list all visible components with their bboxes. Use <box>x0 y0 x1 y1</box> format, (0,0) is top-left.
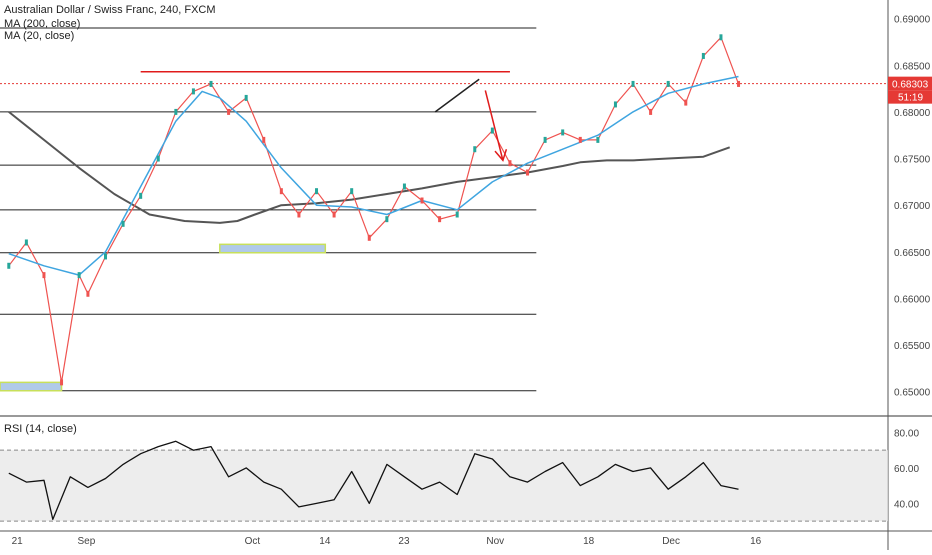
price-tick-label: 0.68500 <box>894 61 931 72</box>
price-point <box>121 220 125 227</box>
chart-title: Australian Dollar / Swiss Franc, 240, FX… <box>4 4 216 16</box>
price-point <box>156 155 160 162</box>
price-tick-label: 0.69000 <box>894 15 931 26</box>
price-point <box>701 52 705 59</box>
rsi-tick-label: 40.00 <box>894 499 919 510</box>
price-point <box>438 216 442 223</box>
price-point <box>42 272 46 279</box>
price-badge <box>888 76 932 91</box>
price-point <box>191 88 195 95</box>
price-point <box>649 108 653 115</box>
price-tick-label: 0.67500 <box>894 155 931 166</box>
price-point <box>596 136 600 143</box>
price-point <box>631 80 635 87</box>
price-badge-value: 0.68303 <box>892 80 929 91</box>
time-tick-label: Sep <box>78 536 96 547</box>
projection-arrow <box>484 90 504 161</box>
price-point <box>77 272 81 279</box>
price-point <box>86 290 90 297</box>
time-tick-label: 23 <box>398 536 410 547</box>
support-zone <box>219 243 327 254</box>
price-point <box>684 99 688 106</box>
ma20-legend: MA (20, close) <box>4 30 75 42</box>
price-point <box>526 169 530 176</box>
price-point <box>473 146 477 153</box>
price-point <box>174 108 178 115</box>
time-tick-label: Dec <box>662 536 680 547</box>
price-point <box>561 129 565 136</box>
countdown-value: 51:19 <box>898 93 923 104</box>
price-point <box>279 188 283 195</box>
price-point <box>490 127 494 134</box>
price-tick-label: 0.65000 <box>894 388 931 399</box>
price-point <box>315 188 319 195</box>
price-point <box>297 211 301 218</box>
price-point <box>666 80 670 87</box>
price-point <box>104 253 108 260</box>
price-point <box>7 262 11 269</box>
rsi-tick-label: 80.00 <box>894 428 919 439</box>
price-point <box>209 80 213 87</box>
price-point <box>139 192 143 199</box>
price-point <box>332 211 336 218</box>
price-point <box>508 160 512 167</box>
price-point <box>578 136 582 143</box>
price-point <box>227 108 231 115</box>
projection-arrowhead <box>494 148 508 162</box>
time-tick-label: 16 <box>750 536 762 547</box>
price-tick-label: 0.65500 <box>894 341 931 352</box>
price-point <box>24 239 28 246</box>
price-point <box>402 183 406 190</box>
ma200-legend: MA (200, close) <box>4 18 81 30</box>
ma20-line <box>8 75 739 276</box>
time-tick-label: 21 <box>12 536 24 547</box>
price-tick-label: 0.68000 <box>894 108 931 119</box>
price-tick-label: 0.66000 <box>894 294 931 305</box>
price-point <box>719 34 723 41</box>
time-tick-label: 18 <box>583 536 595 547</box>
rsi-line <box>8 440 739 521</box>
support-zone <box>0 381 63 392</box>
price-point <box>262 136 266 143</box>
time-tick-label: Oct <box>245 536 261 547</box>
trendline <box>434 78 480 113</box>
price-point <box>543 136 547 143</box>
rsi-tick-label: 60.00 <box>894 464 919 475</box>
price-point <box>737 80 741 87</box>
ma200-line <box>8 111 731 224</box>
price-point <box>420 197 424 204</box>
price-point <box>367 234 371 241</box>
time-tick-label: 14 <box>319 536 331 547</box>
price-point <box>60 379 64 386</box>
price-point <box>613 101 617 108</box>
price-point <box>455 211 459 218</box>
price-point <box>350 188 354 195</box>
price-point <box>385 216 389 223</box>
countdown-badge <box>888 90 932 104</box>
price-tick-label: 0.67000 <box>894 201 931 212</box>
price-tick-label: 0.66500 <box>894 248 931 259</box>
rsi-legend: RSI (14, close) <box>4 423 77 435</box>
time-tick-label: Nov <box>486 536 504 547</box>
price-point <box>244 94 248 101</box>
